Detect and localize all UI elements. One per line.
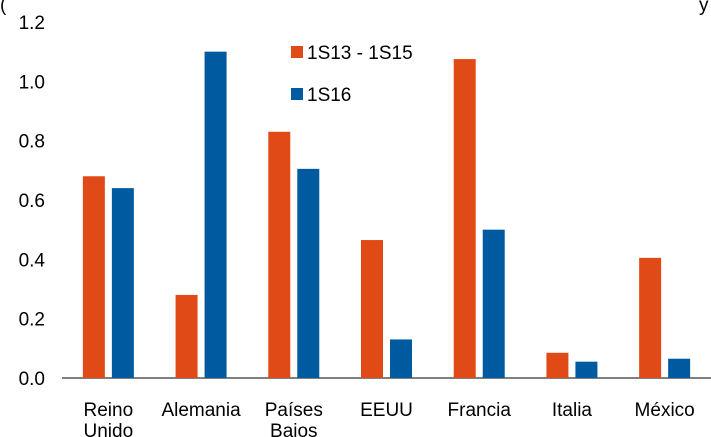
y-axis: 0.0 0.2 0.4 0.6 0.8 1.0 1.2 [19, 13, 46, 390]
y-tick-label: 0.8 [19, 132, 45, 153]
bar-series1-4 [453, 59, 476, 378]
legend-swatch [291, 46, 303, 58]
bar-series1-3 [361, 240, 383, 378]
x-tick-label: Países [265, 400, 323, 421]
bar-series2-6 [668, 358, 691, 378]
x-tick-label: EEUU [360, 400, 413, 421]
y-tick-label: 0.4 [19, 250, 46, 271]
y-tick-label: 1.0 [19, 72, 45, 93]
x-tick-label: Italia [552, 400, 593, 421]
x-tick-label: Unido [84, 421, 134, 437]
y-tick-label: 0.2 [19, 310, 45, 331]
x-tick-label: Francia [448, 400, 512, 421]
legend-label: 1S13 - 1S15 [307, 43, 413, 64]
legend: 1S13 - 1S15 1S16 [291, 43, 413, 106]
bar-series1-5 [546, 352, 569, 378]
x-tick-label: México [635, 400, 695, 421]
x-tick-label: Bajos [270, 421, 318, 437]
bar-series2-0 [111, 188, 134, 378]
chart-title-fragment: ( [0, 0, 7, 16]
bar-series2-3 [390, 339, 412, 378]
legend-label: 1S16 [307, 85, 351, 106]
y-tick-label: 0.0 [19, 369, 45, 390]
bar-series2-4 [482, 229, 505, 378]
bar-series2-1 [204, 51, 227, 379]
bars [82, 51, 691, 379]
bar-series1-2 [268, 131, 291, 378]
y-tick-label: 1.2 [19, 13, 45, 34]
bar-series2-2 [297, 168, 320, 378]
bar-series1-0 [82, 176, 105, 378]
bar-series1-1 [175, 294, 198, 378]
x-tick-label: Reino [84, 400, 134, 421]
chart-title-fragment-tail: y [699, 0, 709, 16]
y-tick-label: 0.6 [19, 191, 45, 212]
x-tick-label: Alemania [161, 400, 241, 421]
bar-series1-6 [639, 257, 662, 378]
bar-series2-5 [575, 361, 598, 378]
legend-swatch [291, 88, 303, 100]
